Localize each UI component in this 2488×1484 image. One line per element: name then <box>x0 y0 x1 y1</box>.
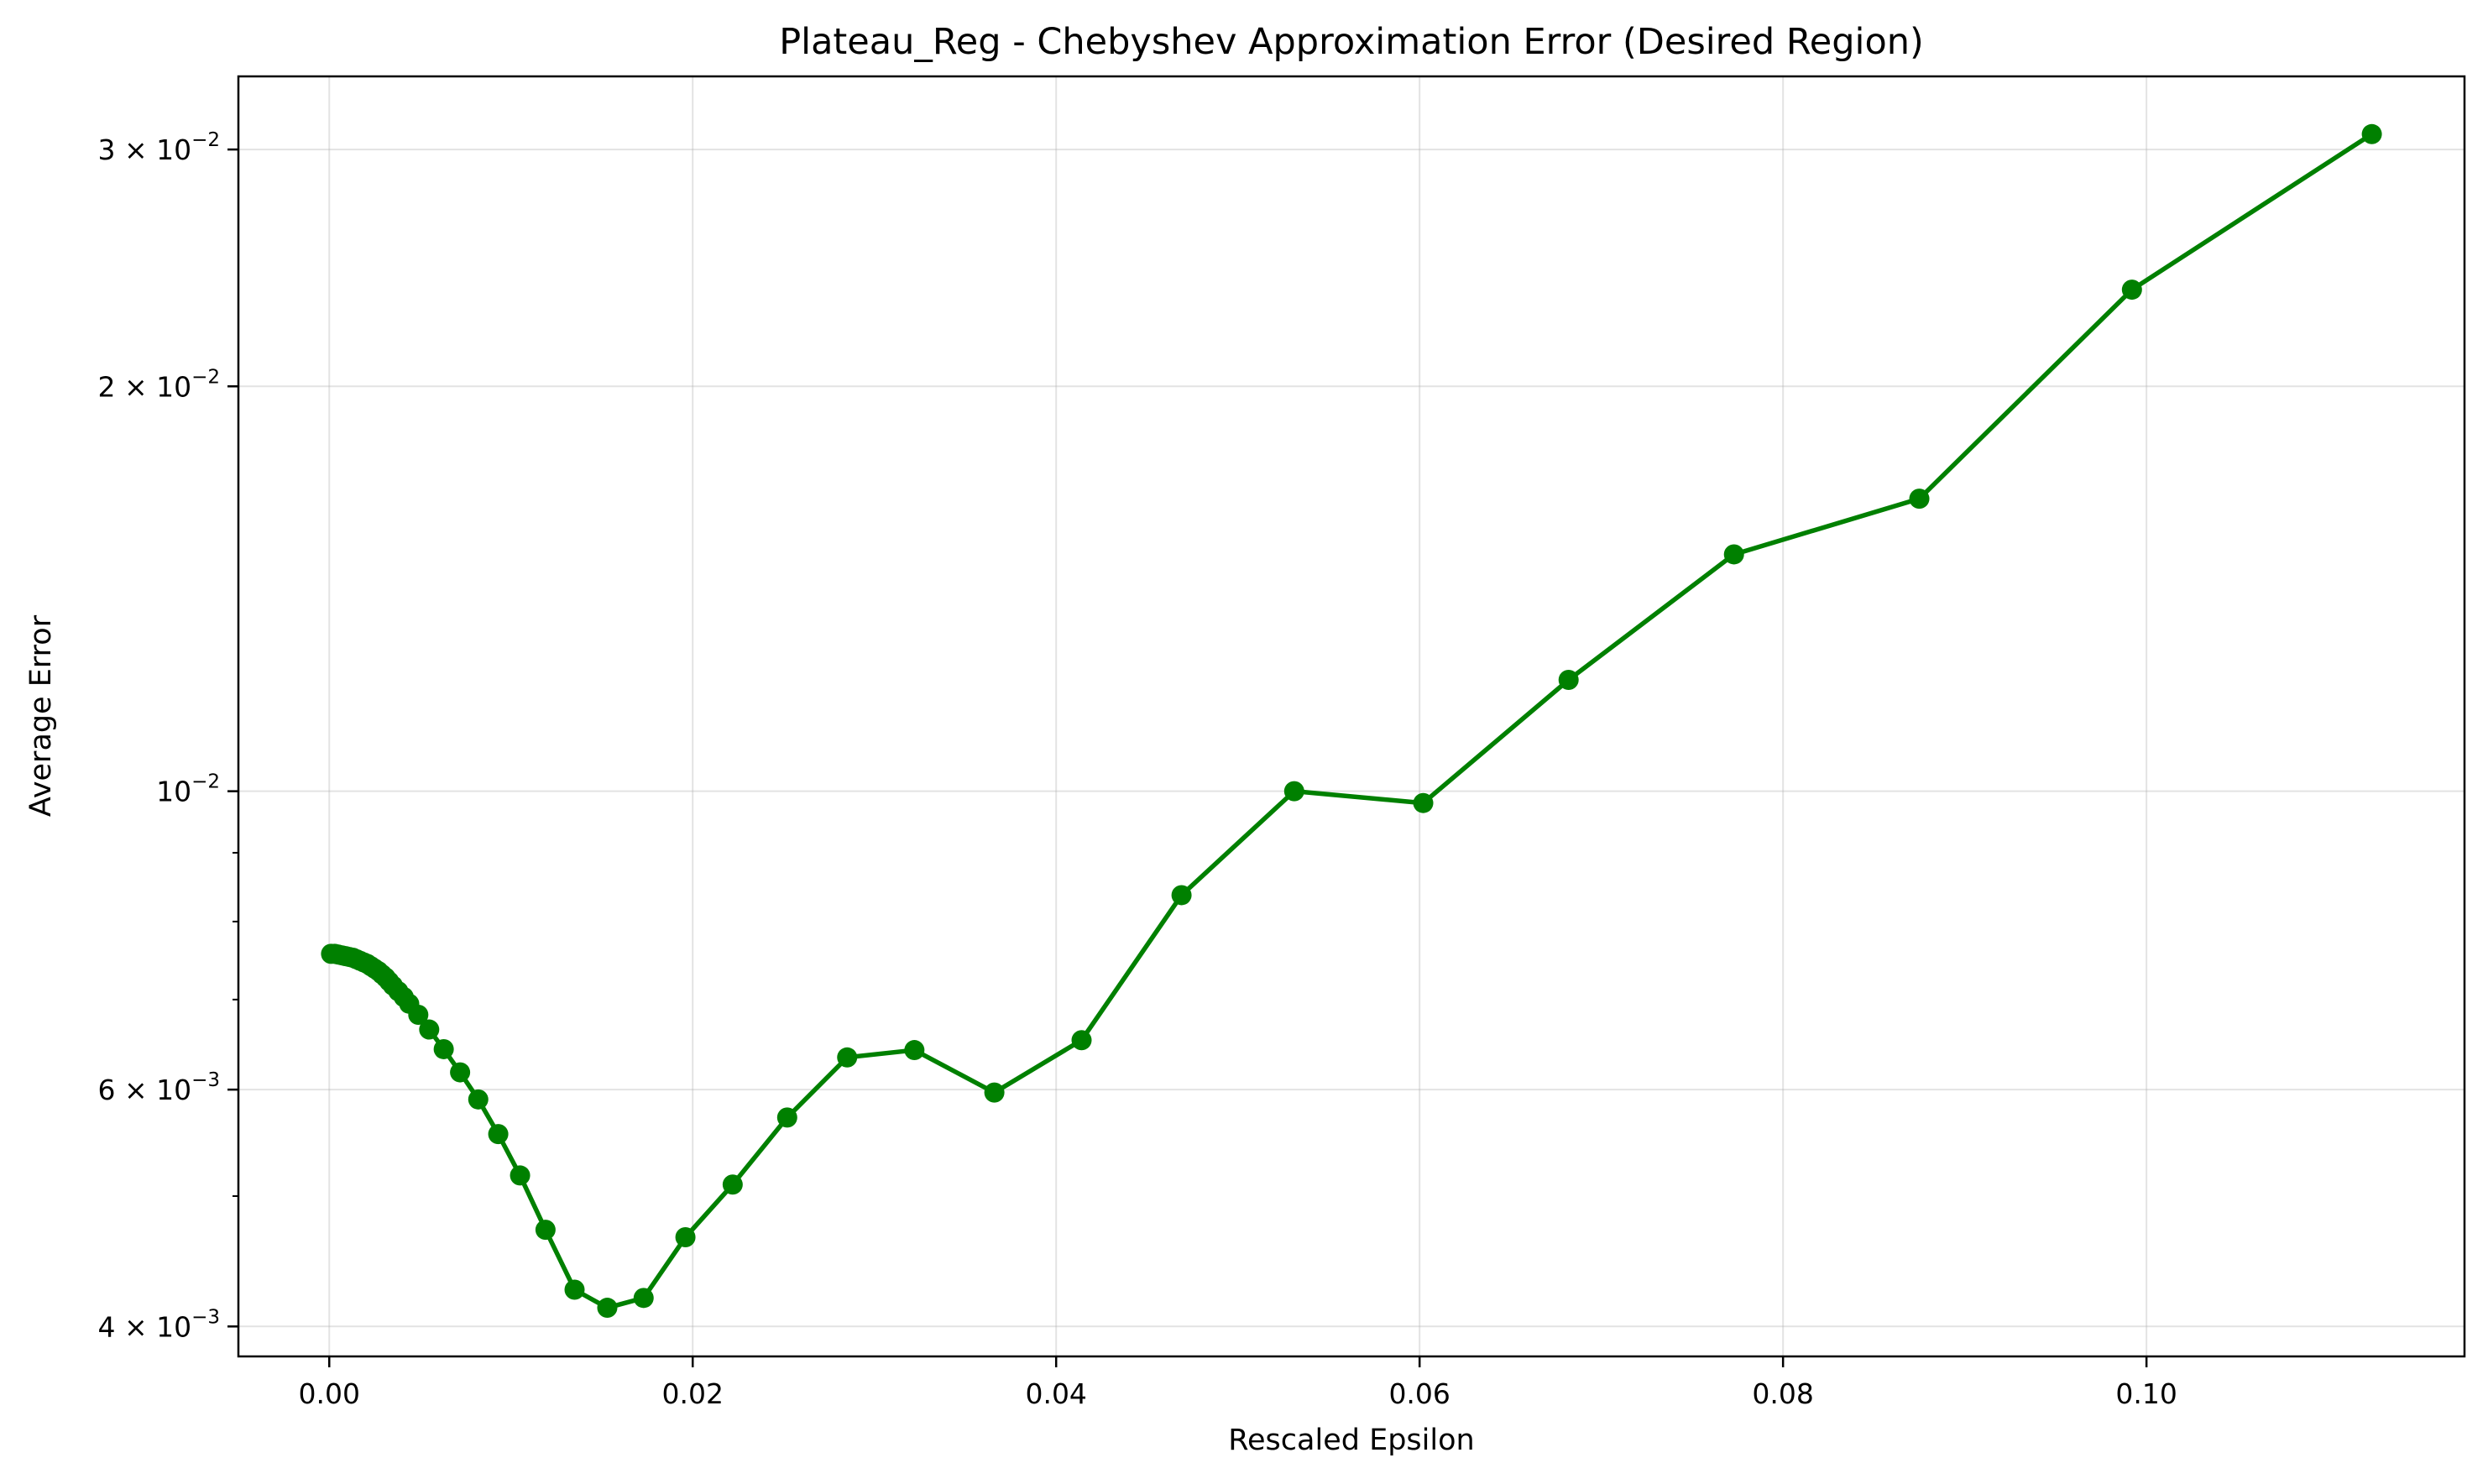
series-group <box>321 123 2382 1319</box>
data-point <box>408 1004 429 1025</box>
y-tick-label: 6 × 10−3 <box>97 1069 220 1106</box>
data-point <box>597 1298 618 1319</box>
data-point <box>2121 280 2142 300</box>
data-point <box>510 1165 531 1186</box>
x-tick-label: 0.08 <box>1752 1377 1813 1410</box>
axes-frame <box>237 75 2466 1358</box>
data-point <box>1413 792 1434 813</box>
data-point <box>1558 669 1579 690</box>
data-point <box>488 1124 509 1145</box>
data-point <box>468 1089 489 1110</box>
data-point <box>433 1038 454 1059</box>
data-point <box>675 1227 696 1248</box>
data-point <box>450 1062 471 1083</box>
data-point <box>419 1019 440 1040</box>
data-point <box>904 1040 925 1061</box>
data-point <box>1283 781 1304 802</box>
x-tick-label: 0.00 <box>299 1377 360 1410</box>
data-point <box>776 1107 797 1128</box>
data-point <box>1723 544 1744 565</box>
x-tick-label: 0.04 <box>1025 1377 1086 1410</box>
data-point <box>722 1174 743 1195</box>
x-tick-label: 0.06 <box>1388 1377 1450 1410</box>
y-tick-label: 4 × 10−3 <box>97 1306 220 1343</box>
x-tick-label: 0.10 <box>2115 1377 2177 1410</box>
x-axis-label: Rescaled Epsilon <box>1228 1424 1474 1457</box>
data-point <box>984 1082 1005 1103</box>
y-tick-label: 10−2 <box>156 771 220 808</box>
x-tick-label: 0.02 <box>661 1377 723 1410</box>
y-tick-label: 3 × 10−2 <box>97 129 220 166</box>
data-point <box>1909 489 1930 509</box>
y-axis-label: Average Error <box>24 614 58 817</box>
data-point <box>535 1220 556 1241</box>
data-point <box>2361 123 2382 144</box>
y-axis-ticks: 4 × 10−3 6 × 10−3 10−2 2 × 10−2 3 × 10−2 <box>97 129 238 1343</box>
data-point <box>564 1279 585 1300</box>
chart-title: Plateau_Reg - Chebyshev Approximation Er… <box>779 21 1924 63</box>
data-point <box>633 1288 654 1309</box>
data-point <box>1071 1030 1092 1051</box>
data-point <box>837 1047 858 1068</box>
grid <box>238 76 2464 1356</box>
data-point <box>1171 885 1192 906</box>
plot-area <box>321 123 2382 1319</box>
x-axis-ticks: 0.00 0.02 0.04 0.06 0.08 0.10 <box>299 1356 2177 1410</box>
y-tick-label: 2 × 10−2 <box>97 366 220 403</box>
